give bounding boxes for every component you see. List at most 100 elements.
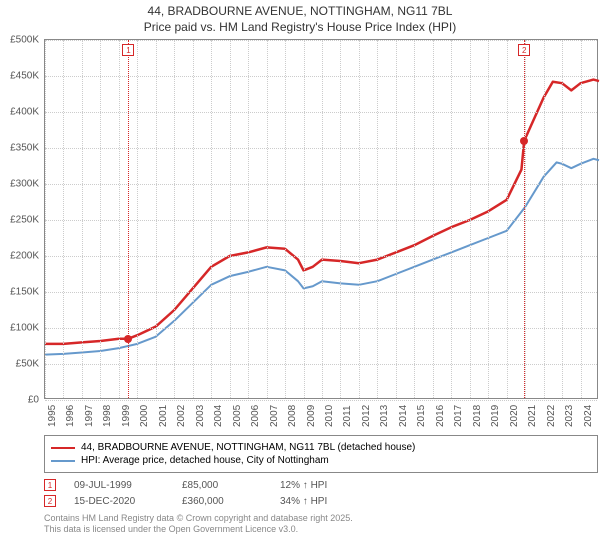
x-tick-label: 2005 [232, 405, 243, 427]
plot-area: £0£50K£100K£150K£200K£250K£300K£350K£400… [44, 39, 598, 399]
y-tick-label: £50K [16, 359, 39, 370]
y-tick-label: £300K [10, 179, 39, 190]
grid-line [451, 40, 452, 398]
x-tick-label: 2015 [416, 405, 427, 427]
grid-line [359, 40, 360, 398]
annotation-dot [124, 335, 132, 343]
x-tick-label: 2012 [361, 405, 372, 427]
grid-line [581, 40, 582, 398]
x-tick-label: 2007 [269, 405, 280, 427]
title-line-1: 44, BRADBOURNE AVENUE, NOTTINGHAM, NG11 … [8, 4, 592, 20]
grid-line [82, 40, 83, 398]
grid-line [156, 40, 157, 398]
event-price: £85,000 [182, 480, 262, 491]
grid-line [562, 40, 563, 398]
event-row: 2 15-DEC-2020 £360,000 34% ↑ HPI [44, 495, 598, 507]
grid-line [174, 40, 175, 398]
y-tick-label: £250K [10, 215, 39, 226]
legend-swatch [51, 460, 75, 462]
grid-line [525, 40, 526, 398]
x-tick-label: 2014 [398, 405, 409, 427]
grid-line [137, 40, 138, 398]
grid-line [119, 40, 120, 398]
chart-title: 44, BRADBOURNE AVENUE, NOTTINGHAM, NG11 … [8, 4, 592, 35]
grid-line [414, 40, 415, 398]
event-price: £360,000 [182, 496, 262, 507]
legend-item: HPI: Average price, detached house, City… [51, 455, 591, 466]
grid-line [340, 40, 341, 398]
x-tick-label: 2003 [195, 405, 206, 427]
y-tick-label: £400K [10, 107, 39, 118]
x-tick-label: 2004 [213, 405, 224, 427]
grid-line [433, 40, 434, 398]
grid-line [470, 40, 471, 398]
x-tick-label: 2019 [490, 405, 501, 427]
x-tick-label: 1998 [102, 405, 113, 427]
grid-line [285, 40, 286, 398]
x-tick-label: 2021 [527, 405, 538, 427]
grid-line [507, 40, 508, 398]
y-tick-label: £350K [10, 143, 39, 154]
x-tick-label: 2024 [583, 405, 594, 427]
annotation-marker: 2 [518, 44, 530, 56]
x-tick-label: 2010 [324, 405, 335, 427]
x-tick-label: 2013 [379, 405, 390, 427]
title-line-2: Price paid vs. HM Land Registry's House … [8, 20, 592, 36]
grid-line [322, 40, 323, 398]
x-tick-label: 2011 [342, 406, 353, 428]
event-date: 09-JUL-1999 [74, 480, 164, 491]
event-date: 15-DEC-2020 [74, 496, 164, 507]
x-tick-label: 2009 [306, 405, 317, 427]
y-tick-label: £450K [10, 71, 39, 82]
x-tick-label: 2006 [250, 405, 261, 427]
x-tick-label: 2016 [435, 405, 446, 427]
grid-line [100, 40, 101, 398]
annotation-dot [520, 137, 528, 145]
legend: 44, BRADBOURNE AVENUE, NOTTINGHAM, NG11 … [44, 435, 598, 473]
event-marker: 2 [44, 495, 56, 507]
x-tick-label: 2020 [509, 405, 520, 427]
y-tick-label: £100K [10, 323, 39, 334]
event-delta: 34% ↑ HPI [280, 496, 327, 507]
x-axis: 1995 1996 1997 1998 1999 2000 2001 2002 2003 2004… [44, 399, 598, 429]
grid-line [230, 40, 231, 398]
annotation-line [128, 40, 129, 398]
x-tick-label: 2017 [453, 405, 464, 427]
x-tick-label: 1997 [84, 405, 95, 427]
grid-line [267, 40, 268, 398]
x-tick-label: 2018 [472, 405, 483, 427]
grid-line [211, 40, 212, 398]
events-table: 1 09-JUL-1999 £85,000 12% ↑ HPI 2 15-DEC-2020… [44, 479, 598, 507]
grid-line [63, 40, 64, 398]
annotation-line [524, 40, 525, 398]
x-tick-label: 2000 [139, 405, 150, 427]
x-tick-label: 1995 [47, 405, 58, 427]
grid-line [45, 40, 46, 398]
y-tick-label: £500K [10, 35, 39, 46]
x-tick-label: 1999 [121, 405, 132, 427]
x-tick-label: 2001 [158, 405, 169, 427]
event-marker: 1 [44, 479, 56, 491]
y-tick-label: £150K [10, 287, 39, 298]
x-tick-label: 2023 [564, 405, 575, 427]
x-tick-label: 2008 [287, 405, 298, 427]
x-tick-label: 1996 [65, 405, 76, 427]
legend-label: 44, BRADBOURNE AVENUE, NOTTINGHAM, NG11 … [81, 442, 415, 453]
footer-line-2: This data is licensed under the Open Gov… [44, 524, 598, 535]
legend-label: HPI: Average price, detached house, City… [81, 455, 329, 466]
footer-line-1: Contains HM Land Registry data © Crown c… [44, 513, 598, 524]
footer: Contains HM Land Registry data © Crown c… [44, 513, 598, 535]
grid-line [488, 40, 489, 398]
event-row: 1 09-JUL-1999 £85,000 12% ↑ HPI [44, 479, 598, 491]
event-delta: 12% ↑ HPI [280, 480, 327, 491]
grid-line [193, 40, 194, 398]
y-tick-label: £0 [28, 395, 39, 406]
y-tick-label: £200K [10, 251, 39, 262]
x-tick-label: 2002 [176, 405, 187, 427]
x-tick-label: 2022 [546, 405, 557, 427]
annotation-marker: 1 [122, 44, 134, 56]
grid-line [377, 40, 378, 398]
grid-line [304, 40, 305, 398]
legend-swatch [51, 447, 75, 449]
legend-item: 44, BRADBOURNE AVENUE, NOTTINGHAM, NG11 … [51, 442, 591, 453]
